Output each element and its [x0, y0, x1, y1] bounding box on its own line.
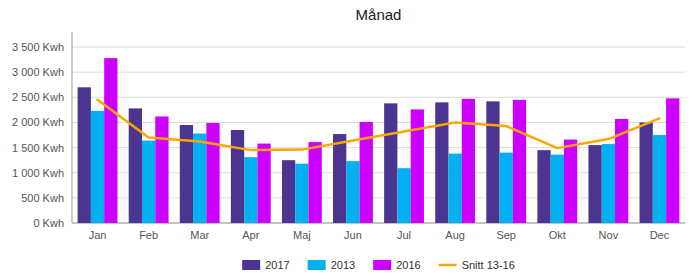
- legend-item: 2017: [242, 259, 289, 271]
- legend-label: 2016: [396, 259, 420, 271]
- legend-swatch: [439, 264, 457, 267]
- y-tick-label: 2 500 Kwh: [12, 91, 64, 103]
- legend-item: 2016: [373, 259, 420, 271]
- y-tick-label: 3 500 Kwh: [12, 41, 64, 53]
- legend-item: 2013: [308, 259, 355, 271]
- x-tick-label: Nov: [599, 229, 619, 241]
- chart-container: Månad 0 Kwh 500 Kwh 1 000 Kwh 1 500 Kwh 2 000…: [0, 0, 697, 279]
- line: [98, 100, 660, 150]
- bar-series: [91, 111, 666, 223]
- bar: [602, 144, 615, 223]
- x-tick-label: Dec: [650, 229, 670, 241]
- grid-line: [72, 97, 685, 98]
- legend-swatch: [373, 260, 391, 270]
- bar: [309, 142, 322, 223]
- bar: [564, 140, 577, 223]
- bar: [257, 144, 270, 223]
- bar: [435, 102, 448, 223]
- grid-line: [72, 47, 685, 48]
- chart-svg: Månad 0 Kwh 500 Kwh 1 000 Kwh 1 500 Kwh 2 000…: [0, 0, 697, 279]
- legend-swatch: [242, 260, 260, 270]
- x-tick-label: Jun: [344, 229, 362, 241]
- y-tick-label: 0 Kwh: [33, 217, 64, 229]
- bar: [155, 116, 168, 223]
- bar: [193, 134, 206, 223]
- bar: [462, 99, 475, 223]
- bar: [384, 103, 397, 223]
- bar: [486, 101, 499, 223]
- bar: [448, 154, 461, 223]
- bar: [640, 122, 653, 223]
- bar: [551, 155, 564, 223]
- bar: [282, 160, 295, 223]
- bar: [78, 87, 91, 223]
- grid: [72, 47, 685, 223]
- x-tick-label: Jul: [397, 229, 411, 241]
- marks: [78, 58, 680, 223]
- legend-label: Snitt 13-16: [462, 259, 515, 271]
- bar: [588, 145, 601, 223]
- bar: [104, 58, 117, 223]
- x-tick-label: Aug: [445, 229, 465, 241]
- x-tick-label: Maj: [293, 229, 311, 241]
- bar: [333, 134, 346, 223]
- x-tick-label: Okt: [549, 229, 566, 241]
- bar: [513, 100, 526, 223]
- y-tick-label: 2 000 Kwh: [12, 116, 64, 128]
- bar: [653, 135, 666, 223]
- bar: [500, 153, 513, 223]
- bar: [397, 168, 410, 223]
- bar: [411, 109, 424, 223]
- legend-label: 2013: [331, 259, 355, 271]
- bar: [206, 123, 219, 223]
- x-tick-label: Feb: [139, 229, 158, 241]
- bar: [346, 161, 359, 223]
- x-tick-label: Mar: [190, 229, 209, 241]
- y-axis-line: [72, 32, 73, 223]
- bar: [295, 164, 308, 223]
- grid-line: [72, 72, 685, 73]
- legend: 2017 2013 2016 Snitt 13-16: [242, 259, 515, 271]
- x-tick-label: Apr: [242, 229, 259, 241]
- y-tick-label: 1 500 Kwh: [12, 142, 64, 154]
- legend-swatch: [308, 260, 326, 270]
- y-tick-label: 500 Kwh: [21, 192, 64, 204]
- legend-label: 2017: [265, 259, 289, 271]
- chart-title: Månad: [356, 6, 402, 23]
- legend-item: Snitt 13-16: [439, 259, 515, 271]
- x-tick-label: Jan: [89, 229, 107, 241]
- bar-series: [78, 87, 653, 223]
- y-tick-label: 1 000 Kwh: [12, 167, 64, 179]
- bar: [231, 130, 244, 223]
- bar: [142, 141, 155, 223]
- bar: [244, 157, 257, 223]
- y-tick-label: 3 000 Kwh: [12, 66, 64, 78]
- bar: [666, 98, 679, 223]
- x-tick-label: Sep: [496, 229, 516, 241]
- bar: [537, 150, 550, 223]
- bar: [91, 111, 104, 223]
